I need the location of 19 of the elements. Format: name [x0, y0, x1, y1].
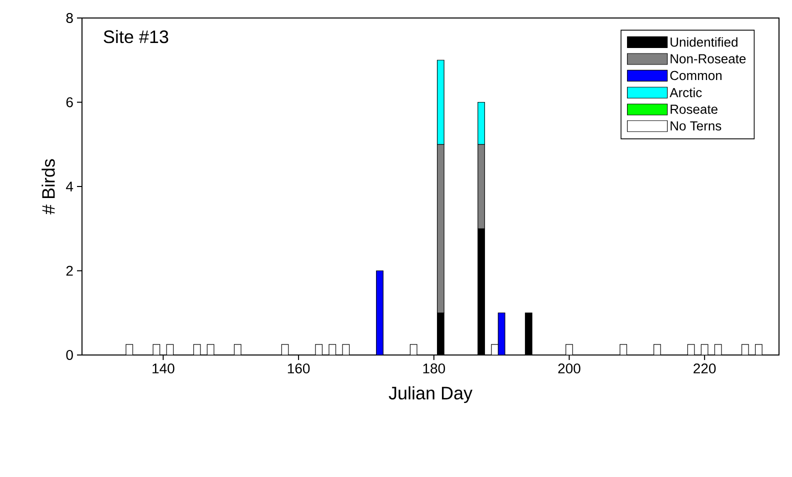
x-tick-label: 160 [288, 364, 310, 374]
legend-label: Roseate [670, 104, 718, 114]
y-tick-label: 8 [66, 13, 73, 23]
y-tick-label: 4 [66, 182, 74, 192]
y-tick-label: 2 [66, 266, 73, 276]
legend-label: Arctic [670, 88, 702, 98]
x-axis-title: Julian Day [388, 386, 472, 404]
legend-label: No Terns [670, 121, 722, 130]
y-tick-label: 0 [66, 350, 73, 360]
legend-label: Unidentified [670, 37, 738, 47]
x-tick-label: 200 [558, 364, 580, 374]
y-tick-label: 6 [66, 97, 73, 108]
x-tick-label: 180 [423, 364, 446, 374]
x-tick-label: 220 [694, 364, 716, 374]
x-tick-label: 140 [152, 364, 174, 374]
annotation: Site #13 [104, 30, 168, 44]
legend-label: Non-Roseate [670, 54, 746, 64]
y-axis-title: # Birds [42, 159, 55, 214]
legend-label: Common [670, 70, 722, 80]
